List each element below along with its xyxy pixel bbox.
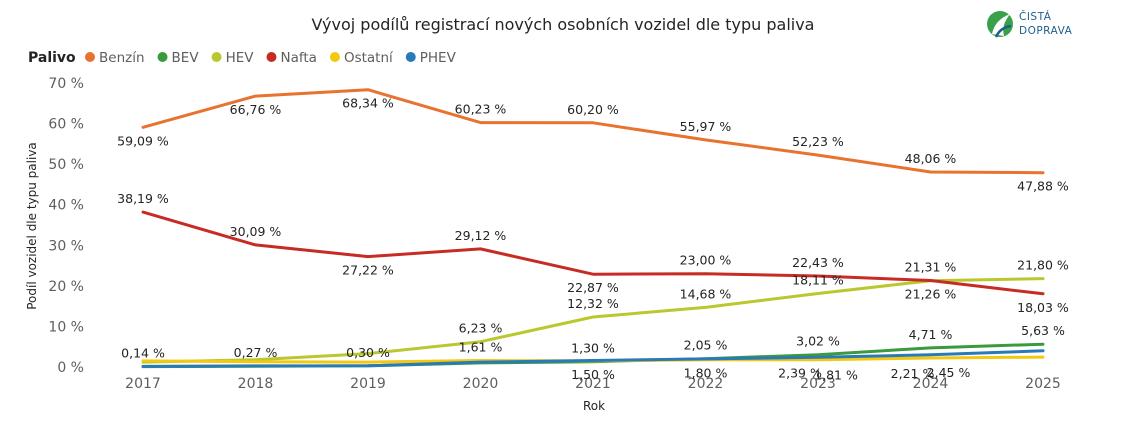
y-axis: 0 % 10 % 20 % 30 % 40 % 50 % 60 % 70 % xyxy=(48,76,84,376)
legend-title: Palivo xyxy=(28,50,76,66)
data-label: 38,19 % xyxy=(117,191,169,206)
data-label: 0,30 % xyxy=(346,345,390,360)
data-label: 29,12 % xyxy=(455,228,507,243)
y-tick-label: 70 % xyxy=(48,76,84,92)
x-tick-label: 2018 xyxy=(238,376,274,392)
legend-marker-phev xyxy=(405,52,416,62)
data-label: 66,76 % xyxy=(230,102,282,117)
data-label: 0,14 % xyxy=(121,345,165,360)
x-tick-label: 2020 xyxy=(463,376,499,392)
x-tick-label: 2022 xyxy=(688,376,724,392)
data-label: 55,97 % xyxy=(680,119,732,134)
series-line-benzin[interactable] xyxy=(141,88,1045,175)
legend-marker-hev xyxy=(211,52,222,62)
data-label: 59,09 % xyxy=(117,133,169,148)
data-label: 12,32 % xyxy=(567,296,619,311)
data-label: 0,27 % xyxy=(234,345,278,360)
series-line-nafta[interactable] xyxy=(141,210,1045,296)
y-axis-label: Podíl vozidel dle typu paliva xyxy=(25,142,39,310)
y-tick-label: 30 % xyxy=(48,238,84,254)
y-tick-label: 50 % xyxy=(48,157,84,173)
legend-item-phev[interactable]: PHEV xyxy=(405,50,457,66)
series-lines xyxy=(141,88,1045,369)
x-tick-label: 2017 xyxy=(125,376,161,392)
data-label: 52,23 % xyxy=(792,134,844,149)
y-tick-label: 20 % xyxy=(48,279,84,295)
x-tick-label: 2023 xyxy=(800,376,836,392)
data-label: 5,63 % xyxy=(1021,323,1065,338)
data-label: 4,71 % xyxy=(909,327,953,342)
legend-marker-ostatni xyxy=(329,52,340,62)
data-label: 1,81 % xyxy=(814,368,858,383)
data-label: 60,23 % xyxy=(455,102,507,117)
data-label: 2,05 % xyxy=(684,338,728,353)
legend-item-ostatni[interactable]: Ostatní xyxy=(329,50,394,66)
x-tick-label: 2021 xyxy=(575,376,611,392)
data-label: 27,22 % xyxy=(342,263,394,278)
data-label: 47,88 % xyxy=(1017,179,1069,194)
data-label: 48,06 % xyxy=(905,151,957,166)
data-label: 2,45 % xyxy=(927,365,971,380)
x-tick-label: 2025 xyxy=(1025,376,1061,392)
x-tick-label: 2019 xyxy=(350,376,386,392)
logo-text-line1: ČISTÁ xyxy=(1019,10,1052,23)
data-label: 21,31 % xyxy=(905,260,957,275)
data-label: 22,43 % xyxy=(792,255,844,270)
legend-label-benzin: Benzín xyxy=(99,50,145,66)
data-label: 2,39 % xyxy=(778,365,822,380)
legend-label-nafta: Nafta xyxy=(280,50,316,66)
x-tick-label: 2024 xyxy=(913,376,949,392)
data-label: 1,80 % xyxy=(684,366,728,381)
data-label: 18,11 % xyxy=(792,273,844,288)
legend-marker-nafta xyxy=(266,52,277,62)
data-label: 14,68 % xyxy=(680,286,732,301)
data-label: 18,03 % xyxy=(1017,300,1069,315)
y-tick-label: 0 % xyxy=(57,360,84,376)
legend-marker-bev xyxy=(157,52,168,62)
series-line-phev[interactable] xyxy=(141,349,1045,368)
logo-text-line2: DOPRAVA xyxy=(1019,25,1073,37)
data-label: 60,20 % xyxy=(567,102,619,117)
legend-label-bev: BEV xyxy=(172,50,200,66)
data-label: 30,09 % xyxy=(230,224,282,239)
legend-item-bev[interactable]: BEV xyxy=(157,50,200,66)
x-axis-label: Rok xyxy=(583,399,605,413)
logo-mark-icon xyxy=(987,11,1013,38)
data-label: 21,26 % xyxy=(905,287,957,302)
data-label: 1,61 % xyxy=(459,339,503,354)
legend-item-benzin[interactable]: Benzín xyxy=(85,50,145,66)
chart-title: Vývoj podílů registrací nových osobních … xyxy=(312,15,815,34)
y-tick-label: 60 % xyxy=(48,117,84,133)
legend-marker-benzin xyxy=(85,52,95,62)
data-label: 21,80 % xyxy=(1017,258,1069,273)
cista-doprava-logo: ČISTÁ DOPRAVA xyxy=(987,10,1073,38)
legend-label-hev: HEV xyxy=(226,50,255,66)
data-label: 2,21 % xyxy=(891,366,935,381)
y-tick-label: 10 % xyxy=(48,319,84,335)
data-label: 3,02 % xyxy=(796,334,840,349)
series-line-hev[interactable] xyxy=(141,277,1045,364)
data-label: 68,34 % xyxy=(342,96,394,111)
data-label: 1,50 % xyxy=(571,367,615,382)
data-label: 23,00 % xyxy=(680,253,732,268)
legend-item-nafta[interactable]: Nafta xyxy=(266,50,317,66)
data-label: 6,23 % xyxy=(459,321,503,336)
y-tick-label: 40 % xyxy=(48,198,84,214)
legend: Palivo Benzín BEV HEV Nafta Ostatní PHEV xyxy=(28,50,457,66)
x-axis: 2017 2018 2019 2020 2021 2022 2023 2024 2025 xyxy=(125,376,1061,392)
data-label: 22,87 % xyxy=(567,280,619,295)
legend-label-phev: PHEV xyxy=(420,50,457,66)
data-labels: 59,09 % 66,76 % 68,34 % 60,23 % 60,20 % 55,97… xyxy=(117,96,1069,383)
data-label: 1,30 % xyxy=(571,341,615,356)
legend-item-hev[interactable]: HEV xyxy=(211,50,255,66)
legend-label-ostatni: Ostatní xyxy=(344,50,394,66)
